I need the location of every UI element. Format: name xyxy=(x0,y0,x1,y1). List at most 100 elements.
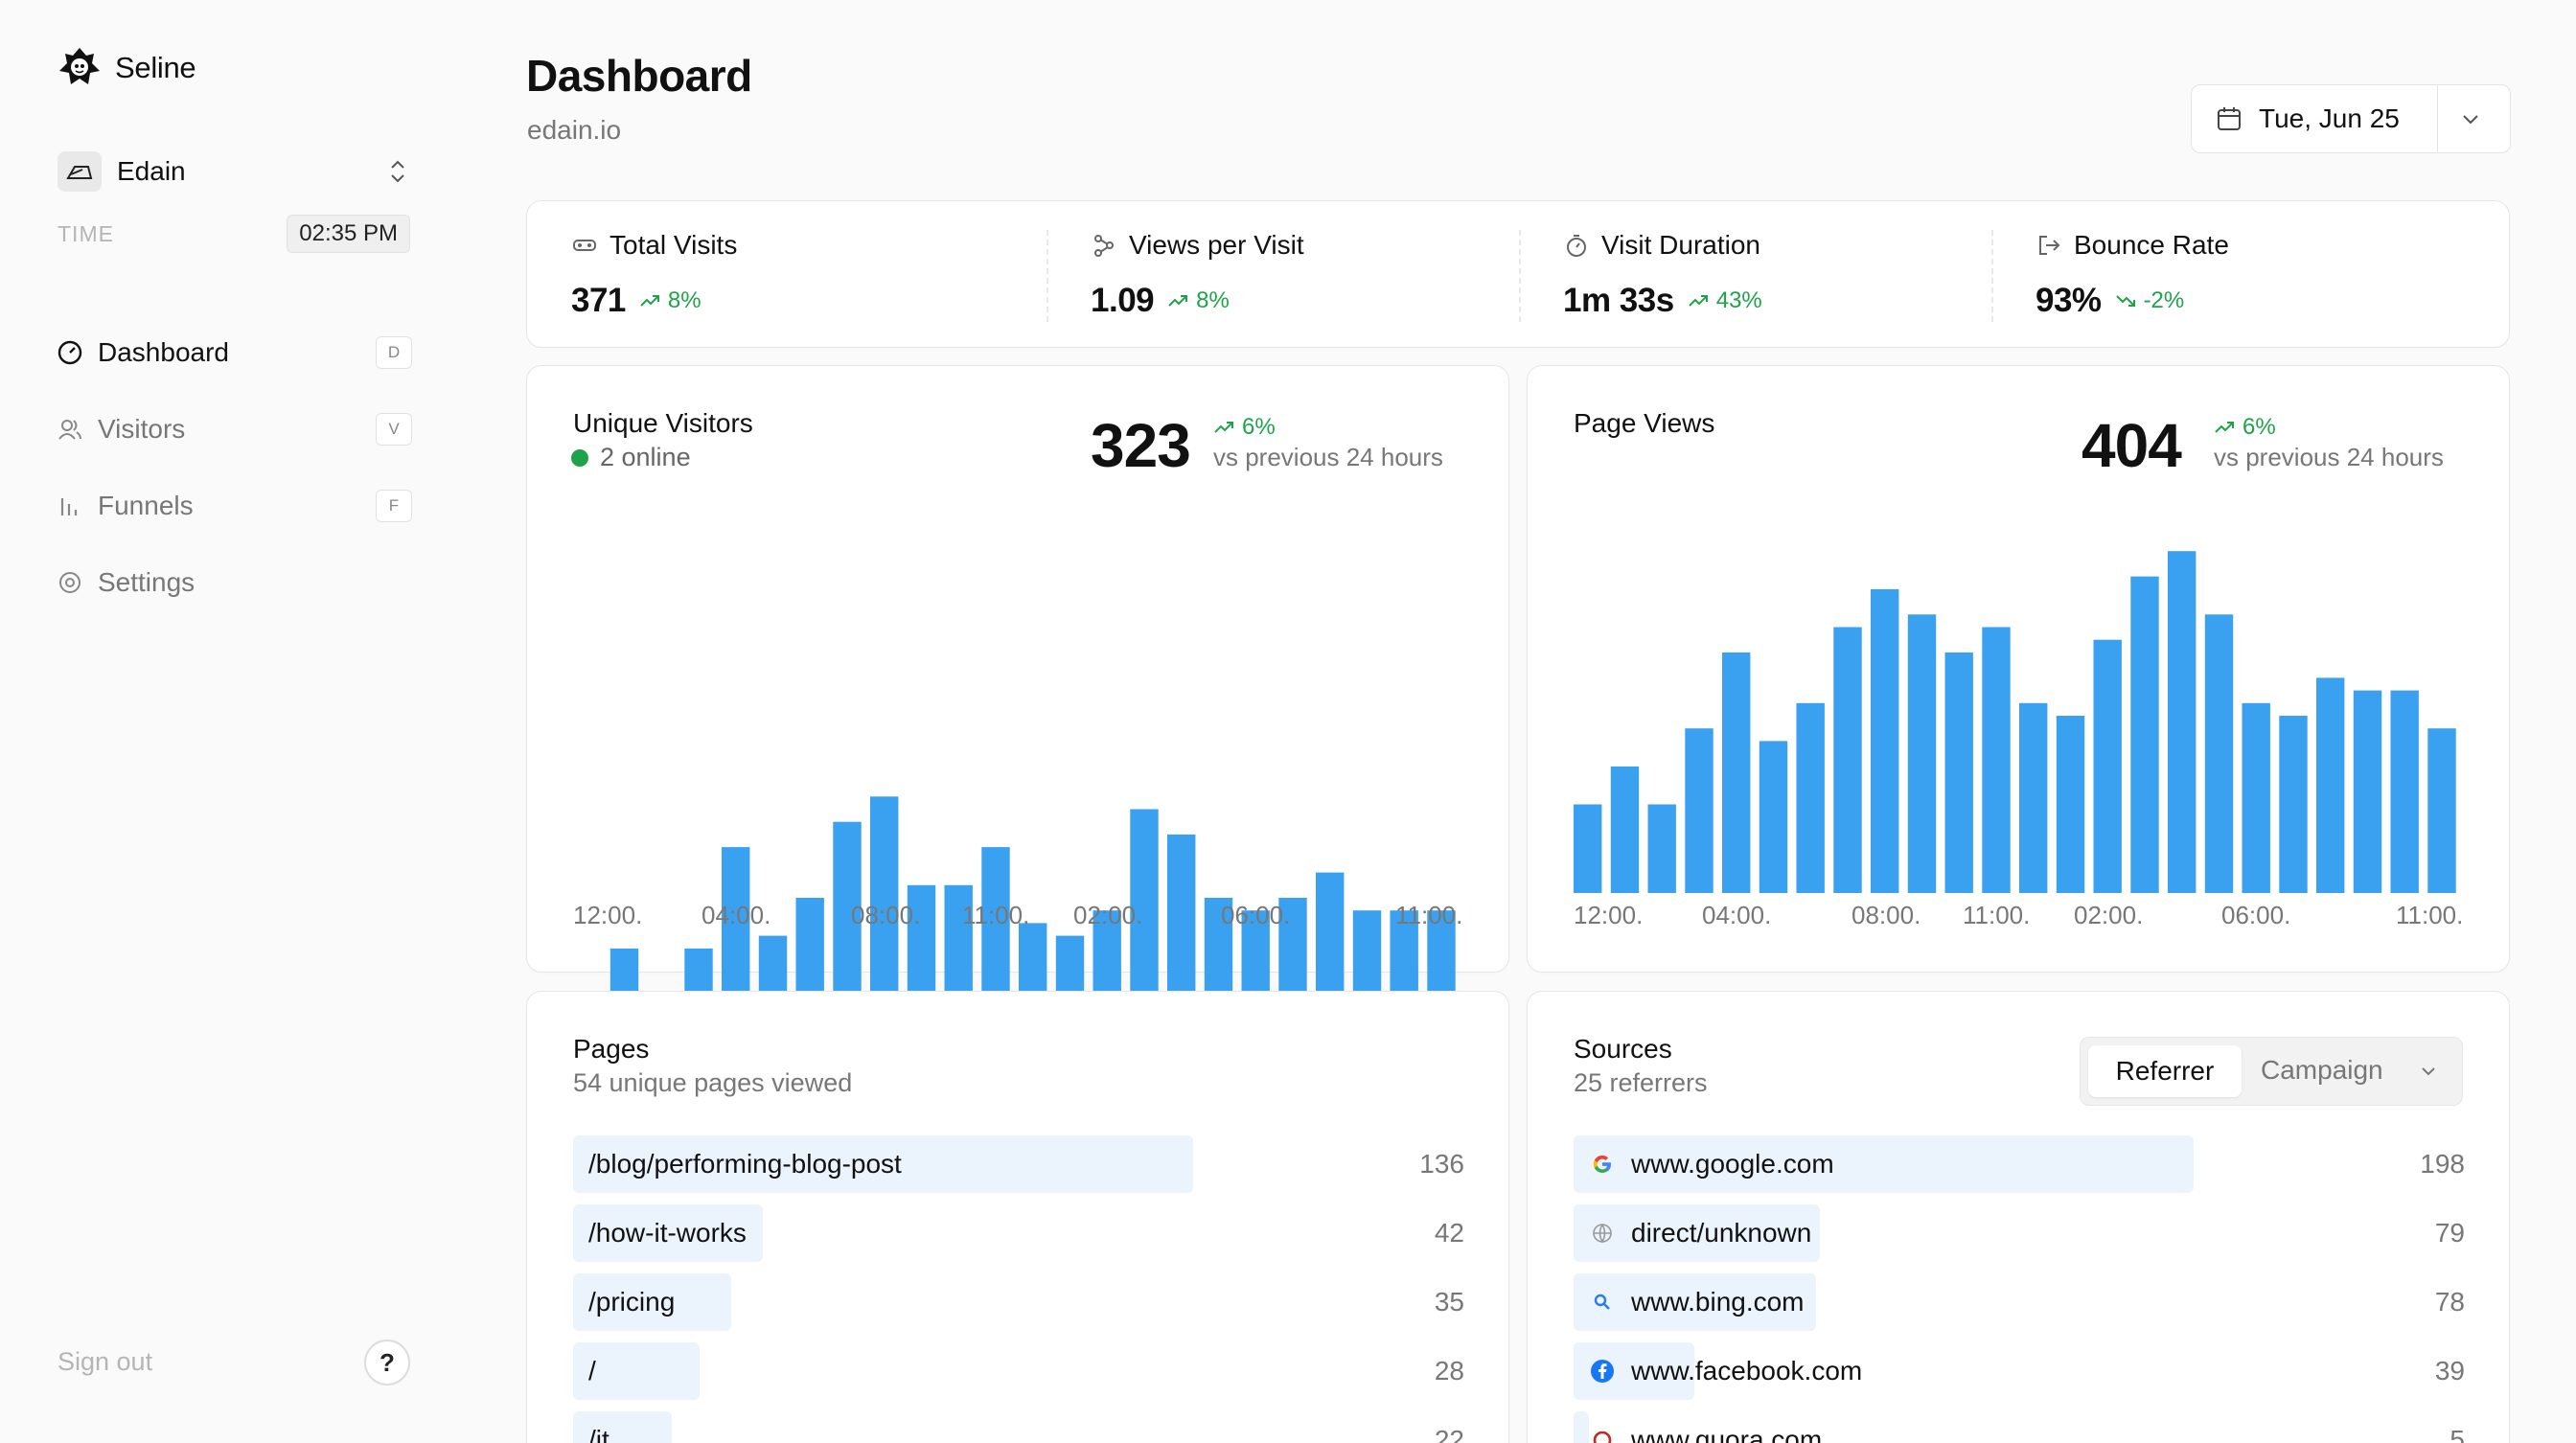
chevron-down-icon[interactable] xyxy=(2416,1059,2441,1084)
stat-change-value: 8% xyxy=(667,287,702,313)
list-row[interactable]: /it 22 xyxy=(573,1411,1464,1443)
chart-bar[interactable] xyxy=(1907,614,1937,893)
chart-bar[interactable] xyxy=(1574,804,1602,894)
stat-total-visits[interactable]: Total Visits 371 8% xyxy=(527,201,1022,349)
stat-change: 8% xyxy=(639,287,702,314)
row-bar-fill xyxy=(573,1204,763,1262)
date-picker[interactable]: Tue, Jun 25 xyxy=(2191,84,2511,153)
sources-title: Sources xyxy=(1574,1034,1672,1064)
stat-bounce-rate[interactable]: Bounce Rate 93% -2% xyxy=(1991,201,2509,349)
chart-bar[interactable] xyxy=(2353,690,2382,893)
chart-bar[interactable] xyxy=(2019,702,2048,893)
sidebar-item-label: Funnels xyxy=(98,491,194,520)
row-label-text: www.google.com xyxy=(1631,1149,1834,1179)
time-row: TIME 02:35 PM xyxy=(58,215,410,253)
pages-title: Pages xyxy=(573,1034,650,1064)
chart-title: Unique Visitors xyxy=(573,408,753,438)
row-label: direct/unknown xyxy=(1589,1218,1811,1248)
online-count: 2 online xyxy=(600,443,691,471)
stat-divider xyxy=(1991,230,1993,322)
chart-bar[interactable] xyxy=(1982,627,2011,894)
online-dot-icon xyxy=(571,448,588,467)
project-switcher[interactable]: Edain xyxy=(58,149,410,194)
trend-up-icon xyxy=(1689,295,1708,307)
chart-bar[interactable] xyxy=(1610,766,1640,893)
chart-change-value: 6% xyxy=(1242,414,1276,440)
list-row[interactable]: /blog/performing-blog-post 136 xyxy=(573,1135,1464,1193)
chart-title: Page Views xyxy=(1574,408,1715,438)
list-row[interactable]: direct/unknown 79 xyxy=(1574,1204,2465,1262)
chart-bar[interactable] xyxy=(2204,614,2234,893)
chart-bar[interactable] xyxy=(2316,677,2345,893)
stat-change: -2% xyxy=(2115,287,2184,314)
row-value: 5 xyxy=(2450,1425,2465,1443)
brand-logo[interactable]: Seline xyxy=(56,44,196,92)
globe-icon xyxy=(1589,1220,1616,1247)
chevron-down-icon[interactable] xyxy=(2456,104,2485,133)
stat-label: Views per Visit xyxy=(1129,230,1304,260)
chart-bar[interactable] xyxy=(1647,804,1676,894)
list-row[interactable]: www.bing.com 78 xyxy=(1574,1273,2465,1331)
chart-compare-label: vs previous 24 hours xyxy=(2214,443,2444,471)
sidebar-item-label: Dashboard xyxy=(98,337,229,367)
list-row[interactable]: /how-it-works 42 xyxy=(573,1204,1464,1262)
chart-bar[interactable] xyxy=(1796,702,1825,893)
list-row[interactable]: / 28 xyxy=(573,1342,1464,1400)
list-row[interactable]: www.quora.com 5 xyxy=(1574,1411,2465,1443)
tab-campaign[interactable]: Campaign xyxy=(2261,1055,2383,1085)
tab-referrer[interactable]: Referrer xyxy=(2088,1045,2242,1097)
sidebar-item-dashboard[interactable]: Dashboard D xyxy=(56,330,412,376)
chart-bar[interactable] xyxy=(2056,716,2085,893)
row-label: /it xyxy=(588,1425,610,1443)
sidebar-item-settings[interactable]: Settings xyxy=(56,560,412,606)
help-button[interactable]: ? xyxy=(364,1340,410,1386)
row-value: 79 xyxy=(2434,1218,2465,1248)
chart-bar[interactable] xyxy=(2093,639,2122,893)
selected-date: Tue, Jun 25 xyxy=(2259,103,2400,133)
chart-bar[interactable] xyxy=(2390,690,2419,893)
chart-bar[interactable] xyxy=(2279,716,2308,893)
route-icon xyxy=(1094,235,1114,257)
x-tick-label: 04:00. xyxy=(702,901,771,929)
row-value: 42 xyxy=(1434,1218,1464,1248)
stats-card: Total Visits 371 8% Views per Visit 1.09… xyxy=(526,200,2510,348)
chart-bar[interactable] xyxy=(2242,702,2270,893)
chart-bar[interactable] xyxy=(2168,551,2196,893)
stat-value: 371 xyxy=(571,282,626,319)
stat-change-value: 8% xyxy=(1196,287,1230,313)
sidebar-item-funnels[interactable]: Funnels F xyxy=(56,483,412,529)
x-axis-labels: 12:00. 04:00. 08:00. 11:00. 02:00. 06:00. 11:0… xyxy=(1574,901,2465,935)
list-row[interactable]: www.google.com 198 xyxy=(1574,1135,2465,1193)
stat-label: Bounce Rate xyxy=(2074,230,2229,260)
x-tick-label: 11:00. xyxy=(2396,901,2464,929)
x-tick-label: 08:00. xyxy=(1852,901,1921,929)
pages-card: Pages 54 unique pages viewed /blog/perfo… xyxy=(526,991,1509,1443)
online-indicator: 2 online xyxy=(571,443,691,472)
chart-bar[interactable] xyxy=(2427,728,2456,893)
x-tick-label: 06:00. xyxy=(1221,901,1291,929)
sidebar-item-visitors[interactable]: Visitors V xyxy=(56,406,412,452)
chart-bar[interactable] xyxy=(1944,652,1973,893)
chart-bar[interactable] xyxy=(1722,652,1751,893)
chart-bar[interactable] xyxy=(1759,741,1788,893)
list-row[interactable]: www.facebook.com 39 xyxy=(1574,1342,2465,1400)
glasses-icon xyxy=(573,240,596,251)
row-label: www.bing.com xyxy=(1589,1287,1805,1317)
chart-bar[interactable] xyxy=(1833,627,1862,894)
stat-divider xyxy=(1519,230,1521,322)
stat-value: 93% xyxy=(2036,282,2102,319)
x-tick-label: 02:00. xyxy=(2074,901,2144,929)
chart-bar[interactable] xyxy=(1685,728,1714,893)
row-value: 22 xyxy=(1434,1425,1464,1443)
row-label: www.facebook.com xyxy=(1589,1356,1862,1386)
stat-visit-duration[interactable]: Visit Duration 1m 33s 43% xyxy=(1519,201,1990,349)
stat-change-value: 43% xyxy=(1715,287,1762,313)
unique-visitors-card: Unique Visitors 2 online 323 6% vs previ… xyxy=(526,365,1509,1075)
sign-out-link[interactable]: Sign out xyxy=(58,1347,153,1376)
chart-bar[interactable] xyxy=(2130,576,2159,893)
sources-tab-switcher: Referrer Campaign xyxy=(2080,1037,2463,1106)
list-row[interactable]: /pricing 35 xyxy=(573,1273,1464,1331)
date-picker-divider xyxy=(2437,85,2438,152)
stat-views-per-visit[interactable]: Views per Visit 1.09 8% xyxy=(1046,201,1516,349)
chart-bar[interactable] xyxy=(1871,588,1899,893)
